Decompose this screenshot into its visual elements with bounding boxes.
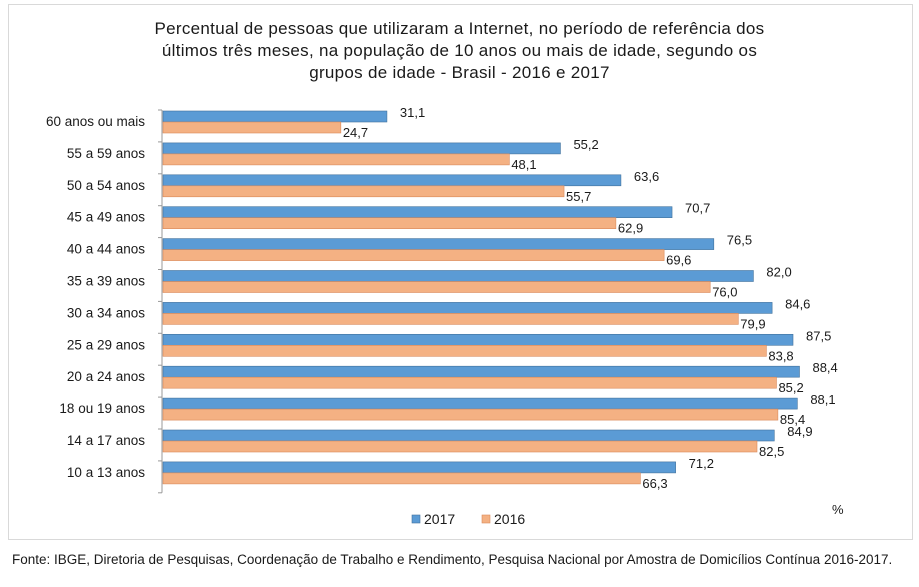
bar-2016 xyxy=(162,376,777,389)
bar-2017 xyxy=(162,302,773,314)
data-label-2017: 82,0 xyxy=(766,265,791,280)
bar-2017 xyxy=(162,429,775,442)
data-label-2017: 84,6 xyxy=(785,296,810,311)
data-label-2017: 88,1 xyxy=(810,392,835,407)
bar-2016 xyxy=(162,313,739,325)
category-label: 55 a 59 anos xyxy=(67,146,145,161)
category-label: 40 a 44 anos xyxy=(67,242,145,257)
chart-title-line-3: grupos de idade - Brasil - 2016 e 2017 xyxy=(309,63,610,82)
data-label-2017: 55,2 xyxy=(573,137,598,152)
chart-title: Percentual de pessoas que utilizaram a I… xyxy=(0,18,919,84)
data-label-2017: 70,7 xyxy=(685,201,710,216)
legend-label-2016: 2016 xyxy=(494,511,525,527)
source-note: Fonte: IBGE, Diretoria de Pesquisas, Coo… xyxy=(12,552,893,567)
data-label-2017: 71,2 xyxy=(689,456,714,471)
data-label-2016: 83,8 xyxy=(768,348,793,363)
category-label: 25 a 29 anos xyxy=(67,337,145,352)
bar-2017 xyxy=(162,238,715,250)
chart-title-line-2: últimos três meses, na população de 10 a… xyxy=(161,41,758,60)
data-label-2016: 48,1 xyxy=(511,157,536,172)
category-label: 45 a 49 anos xyxy=(67,210,145,225)
bar-2016 xyxy=(162,121,342,134)
bar-2017 xyxy=(162,142,561,155)
data-label-2017: 87,5 xyxy=(806,328,831,343)
legend-swatch-2017 xyxy=(411,514,421,524)
chart-title-line-1: Percentual de pessoas que utilizaram a I… xyxy=(154,19,765,38)
bar-2016 xyxy=(162,472,641,485)
category-label: 20 a 24 anos xyxy=(67,369,145,384)
data-label-2016: 76,0 xyxy=(712,285,737,300)
category-label: 35 a 39 anos xyxy=(67,274,145,289)
bar-2017 xyxy=(162,174,622,187)
data-label-2017: 63,6 xyxy=(634,169,659,184)
data-label-2016: 62,9 xyxy=(618,221,643,236)
unit-label: % xyxy=(832,502,844,517)
bar-2017 xyxy=(162,365,800,378)
bar-2017 xyxy=(162,397,798,410)
bar-2017 xyxy=(162,206,673,218)
bar-2016 xyxy=(162,153,510,166)
data-label-2016: 69,6 xyxy=(666,253,691,268)
bar-2017 xyxy=(162,461,676,474)
category-label: 18 ou 19 anos xyxy=(59,401,145,416)
category-label: 30 a 34 anos xyxy=(67,305,145,320)
data-label-2016: 79,9 xyxy=(740,316,765,331)
bar-2017 xyxy=(162,270,754,282)
data-label-2016: 82,5 xyxy=(759,444,784,459)
data-label-2017: 84,9 xyxy=(787,424,812,439)
bar-2017 xyxy=(162,333,794,346)
legend-label-2017: 2017 xyxy=(424,511,455,527)
bar-2016 xyxy=(162,344,767,357)
category-label: 10 a 13 anos xyxy=(67,465,145,480)
data-label-2016: 66,3 xyxy=(642,476,667,491)
data-label-2016: 24,7 xyxy=(343,125,368,140)
bar-2016 xyxy=(162,440,758,453)
category-label: 60 anos ou mais xyxy=(46,114,145,129)
bar-2016 xyxy=(162,217,617,229)
legend-swatch-2016 xyxy=(481,514,491,524)
category-label: 50 a 54 anos xyxy=(67,178,145,193)
data-label-2017: 76,5 xyxy=(727,233,752,248)
bar-2016 xyxy=(162,249,665,261)
data-label-2016: 55,7 xyxy=(566,189,591,204)
bar-2016 xyxy=(162,408,779,421)
data-label-2017: 88,4 xyxy=(812,360,837,375)
bar-2017 xyxy=(162,110,388,123)
chart-frame xyxy=(8,4,913,540)
data-label-2016: 85,2 xyxy=(778,380,803,395)
category-label: 14 a 17 anos xyxy=(67,433,145,448)
bar-2016 xyxy=(162,281,711,293)
bar-2016 xyxy=(162,185,565,198)
data-label-2017: 31,1 xyxy=(400,105,425,120)
data-label-2016: 85,4 xyxy=(780,412,805,427)
